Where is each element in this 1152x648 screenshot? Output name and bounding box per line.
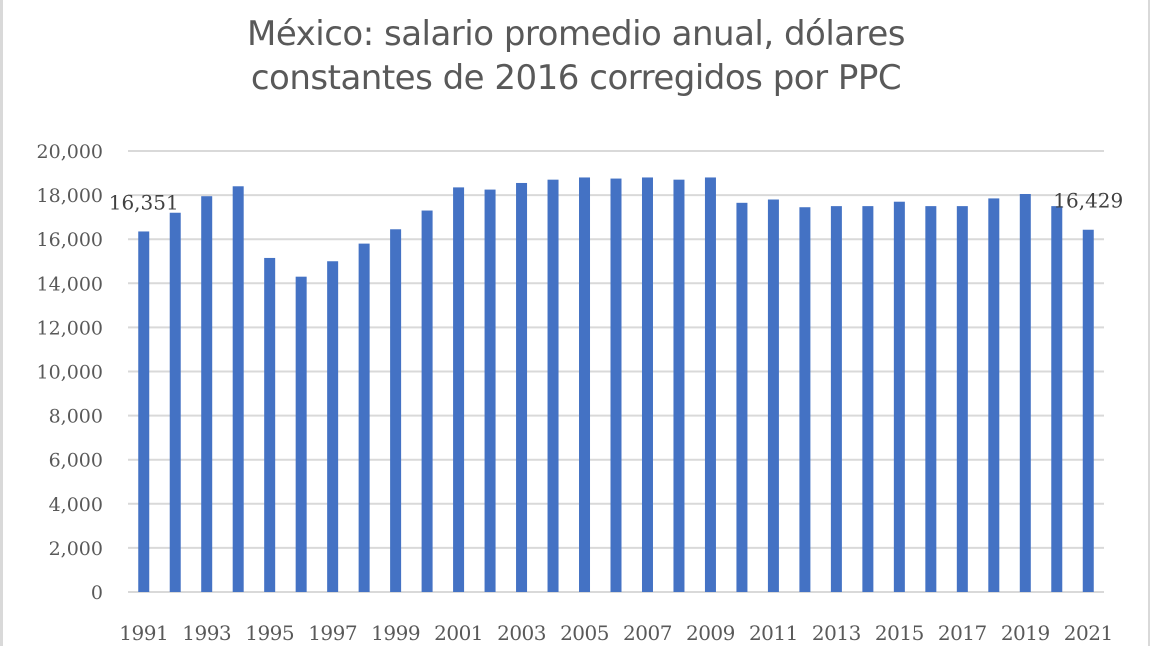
- bar-2007: [641, 177, 653, 592]
- bar-2016: [925, 206, 937, 592]
- x-tick-label: 2015: [875, 621, 924, 645]
- bar-2000: [421, 210, 433, 592]
- bar-2015: [893, 201, 905, 592]
- x-tick-label: 1997: [308, 621, 357, 645]
- bar-1996: [295, 276, 307, 592]
- x-tick-label: 2003: [497, 621, 546, 645]
- y-tick-label: 20,000: [37, 141, 103, 163]
- chart-title: México: salario promedio anual, dólares …: [0, 12, 1152, 100]
- bar-1999: [390, 229, 402, 592]
- y-tick-label: 4,000: [49, 494, 103, 516]
- y-tick-label: 14,000: [37, 273, 103, 295]
- x-tick-label: 1993: [182, 621, 231, 645]
- bar-2011: [767, 199, 779, 592]
- y-tick-label: 6,000: [49, 450, 103, 472]
- bar-2014: [862, 206, 874, 592]
- x-tick-label: 1999: [371, 621, 420, 645]
- bar-2008: [673, 179, 685, 593]
- y-tick-label: 2,000: [49, 538, 103, 560]
- x-tick-label: 2011: [749, 621, 798, 645]
- bar-1991: [138, 231, 150, 592]
- x-tick-label: 2019: [1001, 621, 1050, 645]
- bar-1992: [169, 212, 181, 593]
- chart-title-line-1: México: salario promedio anual, dólares: [247, 14, 906, 54]
- bar-2017: [956, 206, 968, 592]
- bar-2002: [484, 189, 496, 592]
- y-tick-label: 12,000: [37, 317, 103, 339]
- bar-2006: [610, 178, 622, 592]
- bar-1993: [201, 196, 213, 592]
- y-axis-labels: 0 2,000 4,000 6,000 8,000 10,000 12,000 14,000 1…: [37, 141, 103, 604]
- bar-2018: [988, 198, 1000, 592]
- bar-2013: [830, 206, 842, 592]
- data-label-2021: 16,429: [1053, 189, 1123, 213]
- x-tick-label: 2001: [434, 621, 483, 645]
- chart-title-line-2: constantes de 2016 corregidos por PPC: [250, 58, 902, 98]
- bar-2001: [453, 187, 465, 592]
- bar-2012: [799, 207, 811, 593]
- bar-2009: [704, 177, 716, 592]
- x-tick-label: 1995: [245, 621, 294, 645]
- x-tick-label: 2007: [623, 621, 672, 645]
- bar-1997: [327, 261, 339, 592]
- bars: [138, 177, 1094, 593]
- x-tick-label: 2021: [1064, 621, 1113, 645]
- y-tick-label: 8,000: [49, 406, 103, 428]
- bar-2005: [579, 177, 591, 592]
- bar-2021: [1082, 229, 1094, 593]
- bar-2019: [1019, 193, 1031, 592]
- bar-1994: [232, 186, 244, 592]
- y-tick-label: 16,000: [37, 229, 103, 251]
- x-tick-label: 2005: [560, 621, 609, 645]
- x-tick-label: 2009: [686, 621, 735, 645]
- data-labels: 16,351 16,429: [109, 189, 1124, 215]
- x-tick-label: 2017: [938, 621, 987, 645]
- y-tick-label: 0: [91, 582, 103, 604]
- x-tick-label: 1991: [119, 621, 168, 645]
- x-axis-labels: 1991 1993 1995 1997 1999 2001 2003 2005 2007 2009…: [119, 621, 1113, 645]
- bar-1998: [358, 243, 370, 593]
- bar-1995: [264, 257, 276, 592]
- data-label-1991: 16,351: [109, 190, 179, 214]
- y-tick-label: 10,000: [37, 362, 103, 384]
- bar-2010: [736, 202, 748, 592]
- bar-2004: [547, 179, 559, 593]
- bar-2003: [516, 182, 528, 592]
- x-tick-label: 2013: [812, 621, 861, 645]
- y-tick-label: 18,000: [37, 185, 103, 207]
- bar-2020: [1051, 206, 1063, 592]
